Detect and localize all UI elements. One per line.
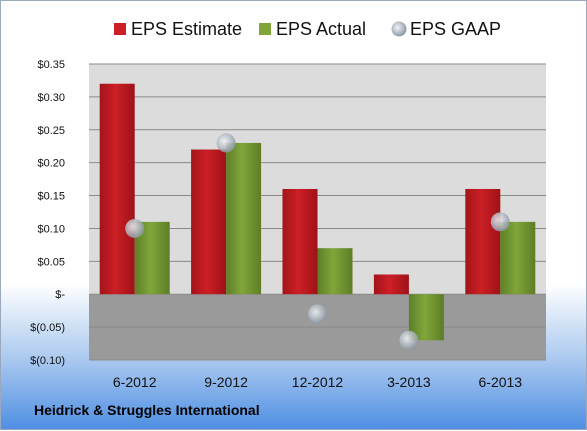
marker-eps-gaap [216, 133, 236, 153]
legend-label: EPS Estimate [131, 19, 242, 39]
y-tick-label: $0.15 [37, 191, 65, 203]
y-tick-label: $0.05 [37, 256, 65, 268]
bar-eps-actual [226, 142, 262, 295]
bar-eps-estimate [373, 274, 409, 295]
x-category-label: 6-2012 [113, 374, 157, 390]
y-tick-label: $0.35 [37, 59, 65, 71]
y-tick-label: $(0.05) [30, 322, 65, 334]
x-category-label: 3-2013 [387, 374, 431, 390]
legend-swatch [391, 21, 407, 37]
legend-swatch [259, 23, 271, 35]
bar-eps-actual [317, 248, 353, 295]
marker-eps-gaap [399, 330, 419, 350]
legend-swatch [114, 23, 126, 35]
marker-eps-gaap [490, 212, 510, 232]
y-tick-label: $0.25 [37, 125, 65, 137]
y-tick-label: $0.10 [37, 223, 65, 235]
x-category-label: 6-2013 [479, 374, 523, 390]
x-category-label: 9-2012 [204, 374, 248, 390]
company-label: Heidrick & Struggles International [34, 402, 260, 418]
marker-eps-gaap [308, 304, 327, 324]
y-tick-label: $(0.10) [30, 355, 65, 367]
y-tick-label: $0.20 [37, 158, 65, 170]
x-category-label: 12-2012 [292, 374, 344, 390]
bar-eps-estimate [465, 188, 501, 295]
marker-eps-gaap [125, 218, 145, 238]
bar-eps-estimate [282, 188, 318, 295]
legend-label: EPS GAAP [410, 19, 501, 39]
bar-eps-estimate [99, 83, 135, 295]
y-tick-label: $0.30 [37, 92, 65, 104]
legend-label: EPS Actual [276, 19, 366, 39]
bar-eps-actual [408, 294, 444, 341]
bar-eps-actual [500, 221, 536, 295]
y-tick-label: $- [55, 289, 65, 301]
bar-eps-estimate [191, 149, 227, 295]
